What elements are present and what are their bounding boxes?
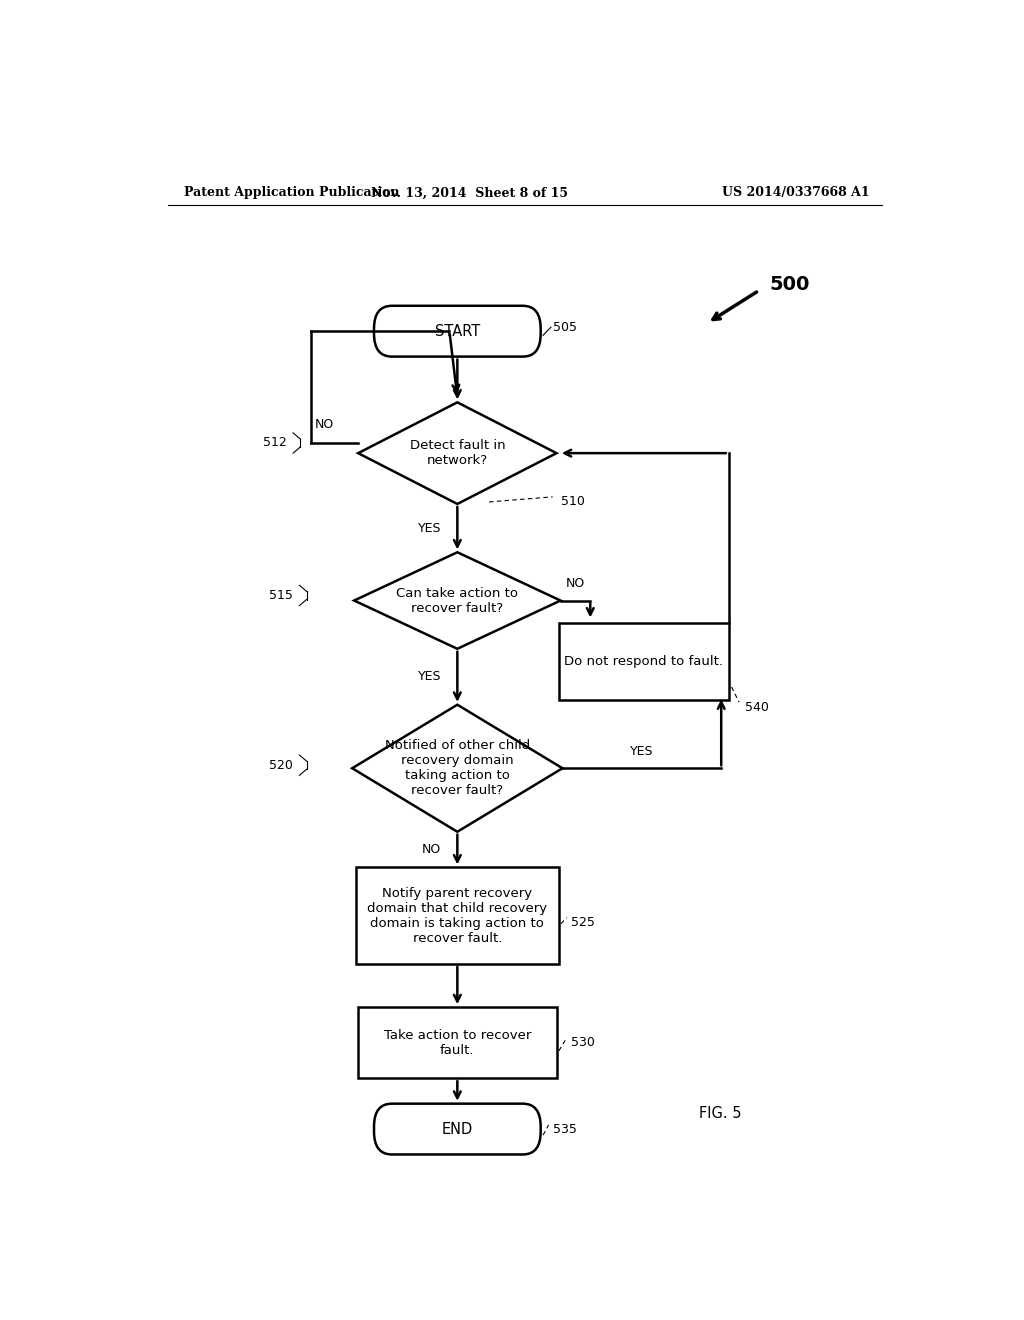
Text: Notify parent recovery
domain that child recovery
domain is taking action to
rec: Notify parent recovery domain that child… bbox=[368, 887, 548, 945]
Text: YES: YES bbox=[418, 671, 441, 684]
Text: Do not respond to fault.: Do not respond to fault. bbox=[564, 655, 723, 668]
Text: 510: 510 bbox=[560, 495, 585, 508]
Text: Detect fault in
network?: Detect fault in network? bbox=[410, 440, 505, 467]
Text: FIG. 5: FIG. 5 bbox=[699, 1106, 742, 1121]
Text: YES: YES bbox=[418, 521, 441, 535]
Bar bbox=[358, 1007, 557, 1078]
Text: Notified of other child
recovery domain
taking action to
recover fault?: Notified of other child recovery domain … bbox=[385, 739, 530, 797]
Polygon shape bbox=[352, 705, 562, 832]
Text: 505: 505 bbox=[553, 321, 577, 334]
Text: 515: 515 bbox=[269, 589, 293, 602]
Text: 530: 530 bbox=[570, 1036, 595, 1049]
Text: 540: 540 bbox=[745, 701, 769, 714]
Text: NO: NO bbox=[314, 418, 334, 430]
Text: Take action to recover
fault.: Take action to recover fault. bbox=[384, 1028, 531, 1057]
Text: Nov. 13, 2014  Sheet 8 of 15: Nov. 13, 2014 Sheet 8 of 15 bbox=[371, 186, 567, 199]
Text: US 2014/0337668 A1: US 2014/0337668 A1 bbox=[722, 186, 870, 199]
Text: Patent Application Publication: Patent Application Publication bbox=[183, 186, 399, 199]
Polygon shape bbox=[354, 552, 560, 649]
Text: 520: 520 bbox=[269, 759, 293, 772]
Bar bbox=[356, 867, 558, 964]
Text: 500: 500 bbox=[769, 275, 810, 294]
Text: Can take action to
recover fault?: Can take action to recover fault? bbox=[396, 586, 518, 615]
Text: 512: 512 bbox=[263, 437, 287, 450]
Text: 535: 535 bbox=[553, 1122, 577, 1135]
Text: END: END bbox=[441, 1122, 473, 1137]
FancyBboxPatch shape bbox=[374, 1104, 541, 1155]
Text: NO: NO bbox=[422, 843, 441, 857]
Text: YES: YES bbox=[630, 744, 653, 758]
FancyBboxPatch shape bbox=[374, 306, 541, 356]
Text: 525: 525 bbox=[570, 916, 595, 929]
Bar bbox=[558, 623, 729, 700]
Text: START: START bbox=[435, 323, 480, 339]
Text: NO: NO bbox=[566, 577, 585, 590]
Polygon shape bbox=[358, 403, 557, 504]
